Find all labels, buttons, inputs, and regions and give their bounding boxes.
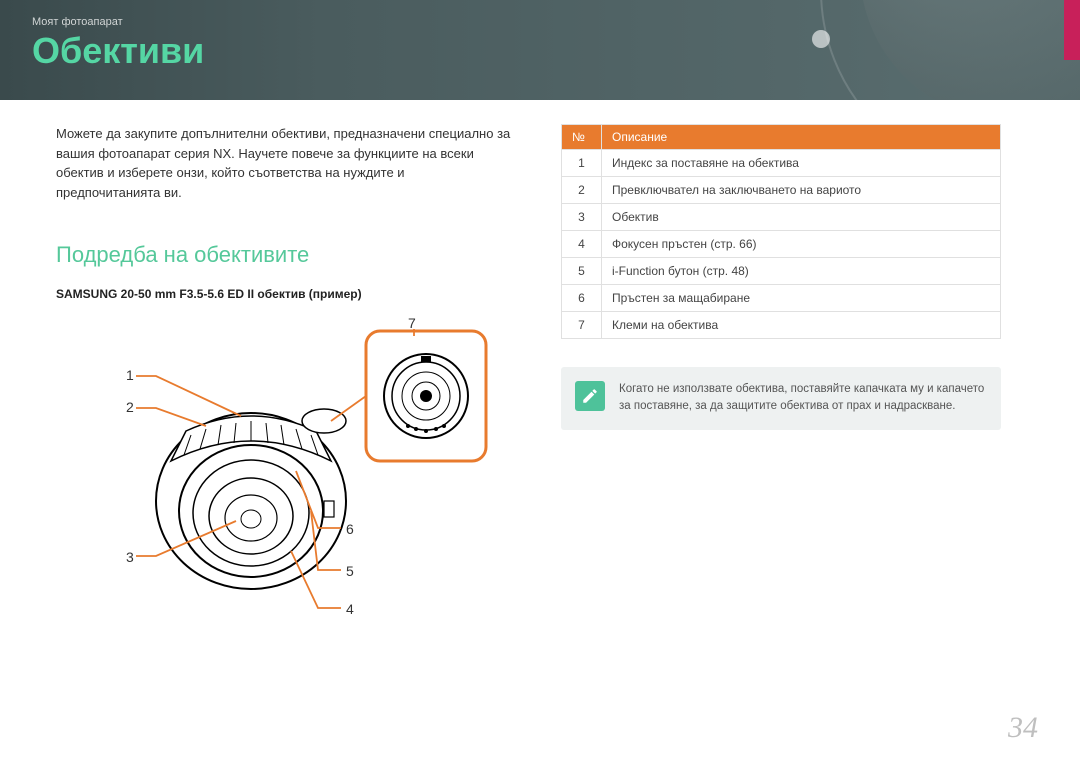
pen-icon — [575, 381, 605, 411]
content-area: Можете да закупите допълнителни обективи… — [0, 100, 1080, 641]
page-header: Моят фотоапарат Обективи — [0, 0, 1080, 100]
lens-diagram: 1 2 3 4 5 6 7 — [56, 311, 511, 641]
parts-table: № Описание 1Индекс за поставяне на обект… — [561, 124, 1001, 339]
table-row: 2Превключвател на заключването на вариот… — [562, 177, 1001, 204]
table-row: 3Обектив — [562, 204, 1001, 231]
table-row: 4Фокусен пръстен (стр. 66) — [562, 231, 1001, 258]
callout-5: 5 — [346, 561, 354, 582]
intro-paragraph: Можете да закупите допълнителни обективи… — [56, 124, 511, 202]
th-num: № — [562, 125, 602, 150]
table-row: 5i-Function бутон (стр. 48) — [562, 258, 1001, 285]
page-number: 34 — [1008, 711, 1038, 745]
left-column: Можете да закупите допълнителни обективи… — [56, 124, 511, 641]
callout-3: 3 — [126, 547, 134, 568]
callout-6: 6 — [346, 519, 354, 540]
lens-example-label: SAMSUNG 20-50 mm F3.5-5.6 ED II обектив … — [56, 285, 511, 303]
lens-diagram-svg — [56, 311, 511, 641]
table-row: 1Индекс за поставяне на обектива — [562, 150, 1001, 177]
note-box: Когато не използвате обектива, поставяйт… — [561, 367, 1001, 430]
table-row: 7Клеми на обектива — [562, 312, 1001, 339]
header-decoration — [660, 0, 1080, 100]
header-accent-bar — [1064, 0, 1080, 60]
th-desc: Описание — [602, 125, 1001, 150]
section-title: Подредба на обективите — [56, 238, 511, 271]
right-column: № Описание 1Индекс за поставяне на обект… — [561, 124, 1001, 641]
callout-7: 7 — [408, 313, 416, 334]
table-row: 6Пръстен за мащабиране — [562, 285, 1001, 312]
note-text: Когато не използвате обектива, поставяйт… — [619, 381, 987, 416]
callout-2: 2 — [126, 397, 134, 418]
callout-4: 4 — [346, 599, 354, 620]
callout-1: 1 — [126, 365, 134, 386]
